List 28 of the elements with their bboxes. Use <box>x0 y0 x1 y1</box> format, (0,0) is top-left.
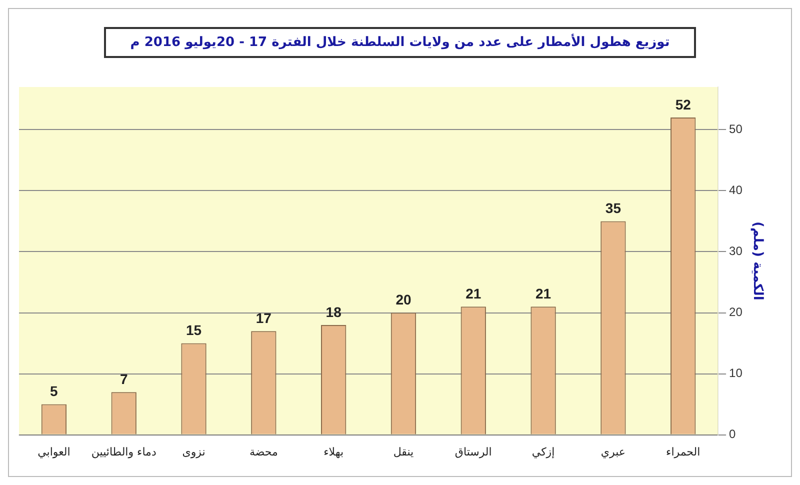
y-tick-label: 10 <box>729 366 743 380</box>
data-label: 18 <box>326 304 342 320</box>
x-tick-label: العوابي <box>38 445 70 458</box>
x-tick-label: الحمراء <box>666 445 700 458</box>
y-tick-label: 50 <box>729 122 743 136</box>
y-tick-label: 30 <box>729 244 743 258</box>
data-label: 52 <box>675 96 692 112</box>
data-label: 21 <box>536 286 552 302</box>
data-label: 15 <box>186 322 202 338</box>
x-tick-label: ينقل <box>393 445 414 458</box>
x-tick-label: إزكي <box>532 445 555 458</box>
x-tick-label: محضة <box>249 445 278 458</box>
y-tick-label: 40 <box>729 183 743 198</box>
data-label: 17 <box>256 310 272 326</box>
data-label: 5 <box>50 383 58 400</box>
x-tick-label: بهلاء <box>324 445 344 458</box>
chart-title: توزيع هطول الأمطار على عدد من ولايات السلطنة خلال الفترة 17 - 20يوليو 2016 م <box>104 27 696 58</box>
y-tick-label: 0 <box>729 427 736 442</box>
y-axis-title: الكمية (ملم) <box>750 222 765 300</box>
data-label: 7 <box>120 370 128 387</box>
data-label: 35 <box>605 200 622 216</box>
x-tick-label: الرستاق <box>454 445 492 458</box>
x-tick-label: عبري <box>600 445 626 458</box>
x-tick-label: دماء والطائيين <box>91 445 156 458</box>
y-tick-label: 20 <box>729 305 743 320</box>
x-tick-label: نزوى <box>182 445 206 458</box>
data-label: 20 <box>396 292 412 308</box>
data-label: 21 <box>466 286 482 302</box>
